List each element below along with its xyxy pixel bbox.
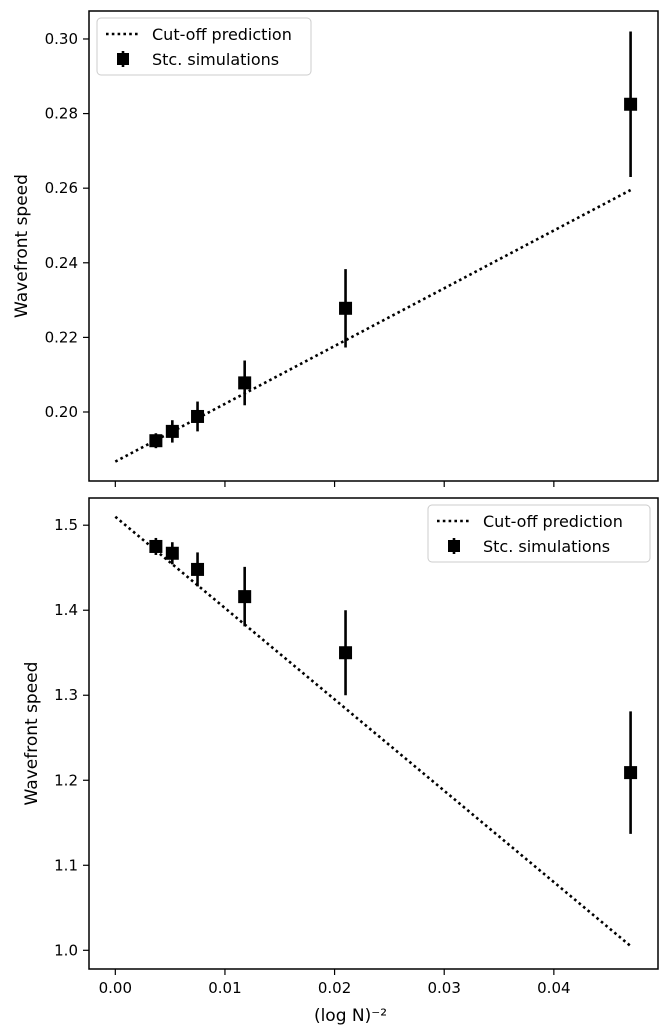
data-point-marker xyxy=(165,424,179,438)
legend-box xyxy=(96,17,312,76)
y-tick-label: 1.5 xyxy=(54,516,78,534)
data-point-marker xyxy=(339,301,353,315)
x-tick-label: 0.01 xyxy=(208,979,241,997)
x-tick-label: 0.00 xyxy=(99,979,132,997)
x-tick-label: 0.02 xyxy=(318,979,351,997)
legend: Cut-off prediction Stc. simulations xyxy=(427,504,651,563)
legend-marker-swatch xyxy=(117,53,129,65)
y-tick-label: 0.28 xyxy=(45,105,78,123)
data-point-marker xyxy=(165,546,179,560)
y-axis-label: Wavefront speed xyxy=(22,662,42,806)
cutoff-prediction-line xyxy=(114,515,632,948)
legend-label: Stc. simulations xyxy=(483,537,610,556)
legend-label: Stc. simulations xyxy=(152,50,279,69)
y-tick-label: 1.4 xyxy=(54,601,78,619)
cutoff-prediction-line xyxy=(114,188,632,463)
legend: Cut-off prediction Stc. simulations xyxy=(96,17,312,76)
y-tick-label: 1.1 xyxy=(54,856,78,874)
x-tick-label: 0.03 xyxy=(428,979,461,997)
y-tick-label: 1.0 xyxy=(54,941,78,959)
legend-label: Cut-off prediction xyxy=(152,25,292,44)
y-tick-label: 0.30 xyxy=(45,30,78,48)
y-tick-label: 0.26 xyxy=(45,179,78,197)
data-point-marker xyxy=(624,97,638,111)
chart-panel-bottom: 0.00 0.01 0.02 0.03 0.04 1.0 1.1 1.2 1.3 1.4 1.5 Wa… xyxy=(22,497,659,1025)
x-tick-label: 0.04 xyxy=(537,979,570,997)
data-point-marker xyxy=(238,590,252,604)
y-tick-label: 0.22 xyxy=(45,328,78,346)
legend-marker-swatch xyxy=(448,540,460,552)
data-point-marker xyxy=(339,646,353,660)
data-point-marker xyxy=(191,562,205,576)
legend-label: Cut-off prediction xyxy=(483,512,623,531)
chart-panel-top: 0.20 0.22 0.24 0.26 0.28 0.30 Wavefront speed C… xyxy=(12,10,659,487)
y-tick-label: 1.3 xyxy=(54,686,78,704)
y-tick-label: 1.2 xyxy=(54,771,78,789)
y-tick-label: 0.24 xyxy=(45,254,78,272)
legend-box xyxy=(427,504,651,563)
plot-frame xyxy=(88,10,659,482)
data-point-marker xyxy=(191,409,205,423)
data-point-marker xyxy=(149,434,163,448)
data-point-marker xyxy=(238,376,252,390)
data-point-marker xyxy=(624,766,638,780)
x-axis-label: (log N)⁻² xyxy=(314,1006,387,1025)
y-axis-label: Wavefront speed xyxy=(12,174,32,318)
y-tick-label: 0.20 xyxy=(45,403,78,421)
plot-frame xyxy=(88,497,659,970)
data-point-marker xyxy=(149,539,163,553)
